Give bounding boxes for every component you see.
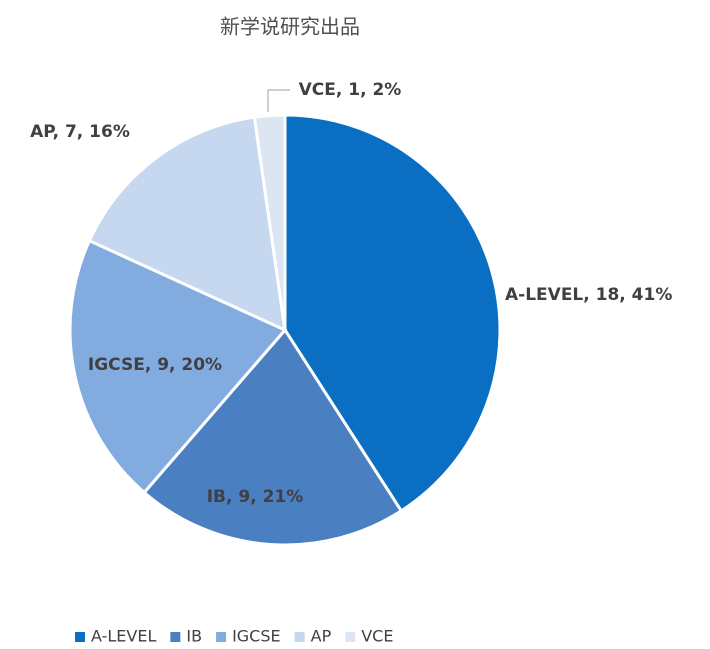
legend-label: VCE — [361, 627, 393, 646]
legend-label: AP — [311, 627, 332, 646]
data-label: IGCSE, 9, 20% — [88, 355, 222, 375]
legend-swatch — [170, 632, 181, 642]
legend-label: IB — [186, 627, 202, 646]
data-label: A-LEVEL, 18, 41% — [505, 285, 672, 305]
pie-slice — [142, 327, 404, 547]
data-label: IB, 9, 21% — [207, 487, 304, 507]
data-label: AP, 7, 16% — [30, 122, 130, 142]
chart-title: 新学说研究出品 — [220, 15, 360, 39]
legend-swatch — [345, 632, 356, 642]
pie-slice — [87, 115, 287, 333]
legend-swatch — [75, 632, 85, 642]
legend-swatch — [294, 632, 305, 642]
legend-label: IGCSE — [232, 627, 281, 646]
data-label: VCE, 1, 2% — [299, 80, 402, 100]
pie-slice — [252, 113, 287, 331]
pie-slice — [68, 238, 288, 495]
legend-label: A-LEVEL — [91, 627, 156, 646]
leader-line — [267, 89, 290, 112]
legend-swatch — [216, 632, 227, 642]
